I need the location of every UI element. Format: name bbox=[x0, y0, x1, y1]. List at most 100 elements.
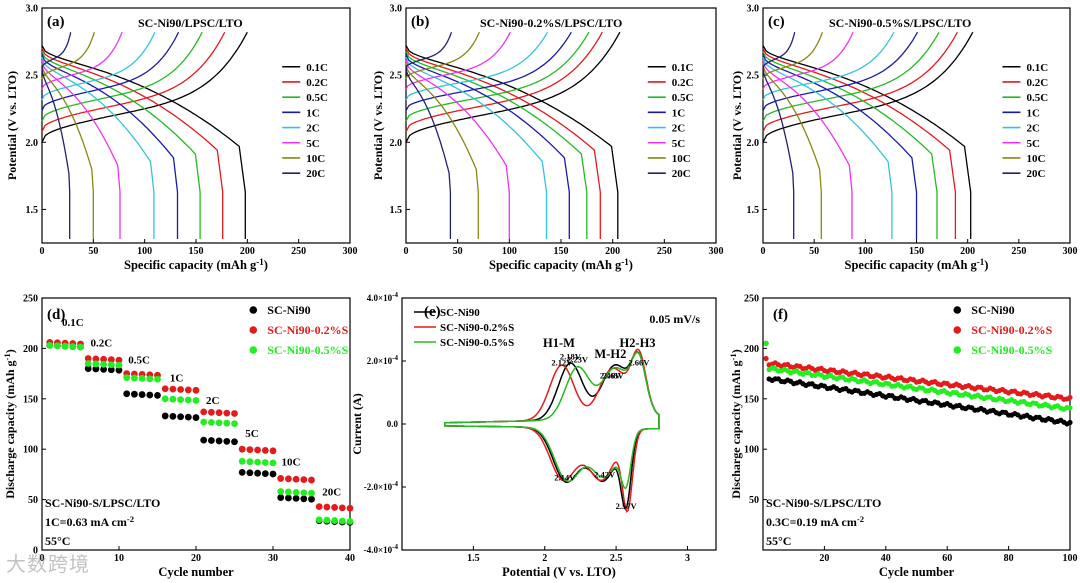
charge-curve-1C bbox=[405, 31, 572, 111]
data-point bbox=[277, 494, 285, 501]
watermark-text: 大数跨境 bbox=[6, 552, 90, 576]
data-point bbox=[92, 365, 100, 373]
y-tick-label: 2.0×10-4 bbox=[367, 354, 399, 366]
data-point bbox=[300, 495, 308, 503]
data-point bbox=[69, 343, 77, 350]
phase-label: H2-H3 bbox=[619, 336, 655, 350]
data-point bbox=[308, 476, 315, 484]
y-tick-label: 100 bbox=[744, 445, 759, 456]
legend-label: SC-Ni90-0.5%S bbox=[267, 343, 348, 357]
x-axis-label: Cycle number bbox=[158, 565, 234, 579]
data-point bbox=[331, 504, 338, 511]
data-point bbox=[146, 375, 154, 383]
discharge-curve-0.5C bbox=[405, 51, 588, 239]
legend-label: 0.1C bbox=[672, 62, 694, 74]
charge-curve-0.1C bbox=[762, 31, 974, 143]
y-tick-label: 2.5 bbox=[390, 71, 403, 82]
legend-label: 10C bbox=[306, 153, 325, 165]
y-tick-label: 2.0 bbox=[390, 138, 403, 149]
data-point bbox=[177, 413, 185, 421]
x-tick-label: 40 bbox=[345, 553, 355, 564]
data-point bbox=[161, 395, 169, 403]
y-axis-label: Potential (V vs. LTO) bbox=[730, 71, 744, 180]
data-point bbox=[323, 503, 331, 511]
data-point bbox=[107, 356, 115, 364]
rate-label: 5C bbox=[245, 428, 259, 440]
data-point bbox=[223, 409, 231, 417]
data-point bbox=[308, 489, 315, 497]
legend-label: SC-Ni90-0.2%S bbox=[971, 323, 1052, 337]
y-tick-label: 1.5 bbox=[26, 205, 39, 216]
data-point bbox=[269, 447, 277, 455]
data-point bbox=[1067, 419, 1073, 426]
voltage-profile-panel: 0 50 100 150 200 250 300 1.5 2.0 2.5 3.0 Specific c… bbox=[5, 4, 358, 273]
plot-frame bbox=[405, 7, 717, 244]
data-point bbox=[315, 516, 323, 524]
rate-label: 0.1C bbox=[62, 317, 84, 329]
data-point bbox=[215, 419, 223, 427]
y-axis-label: Discharge capacity (mAh g-1) bbox=[728, 349, 743, 499]
chart-title: SC-Ni90/LPSC/LTO bbox=[138, 16, 243, 30]
data-point bbox=[107, 366, 115, 374]
data-point bbox=[763, 340, 769, 346]
data-point bbox=[246, 458, 254, 466]
chart-title: SC-Ni90-0.2%S/LPSC/LTO bbox=[480, 16, 622, 30]
rate-label: 2C bbox=[206, 395, 220, 407]
discharge-curve-0.5C bbox=[762, 51, 938, 239]
charge-curve-0.2C bbox=[405, 31, 603, 133]
panel-label: (e) bbox=[424, 304, 441, 320]
data-point bbox=[115, 361, 123, 369]
data-point bbox=[269, 470, 277, 478]
y-tick-label: 250 bbox=[744, 294, 759, 305]
scan-rate-label: 0.05 mV/s bbox=[649, 312, 700, 326]
data-point bbox=[115, 356, 123, 364]
data-point bbox=[323, 516, 331, 524]
charge-curve-10C bbox=[405, 31, 480, 80]
legend-label: 0.5C bbox=[306, 92, 328, 104]
data-point bbox=[277, 475, 285, 482]
x-tick-label: 20 bbox=[819, 553, 829, 564]
legend-label: 10C bbox=[1026, 153, 1045, 165]
x-tick-label: 150 bbox=[189, 246, 204, 257]
data-point bbox=[84, 355, 92, 362]
y-tick-label: 1.5 bbox=[747, 205, 760, 216]
peak-label: 2.42V bbox=[594, 470, 616, 480]
discharge-curve-0.2C bbox=[41, 48, 224, 239]
data-point bbox=[161, 385, 169, 393]
x-axis-label: Specific capacity (mAh g-1) bbox=[845, 257, 989, 272]
discharge-curve-10C bbox=[762, 62, 822, 239]
y-axis-label: Current (A) bbox=[350, 393, 364, 454]
peak-label: 2.57V bbox=[616, 501, 638, 511]
data-point bbox=[107, 361, 115, 369]
x-tick-label: 150 bbox=[554, 246, 569, 257]
y-tick-label: -2.0×10-4 bbox=[364, 480, 399, 492]
data-point bbox=[315, 503, 323, 511]
x-tick-label: 100 bbox=[858, 246, 873, 257]
y-tick-label: 2.5 bbox=[26, 71, 39, 82]
discharge-curve-2C bbox=[41, 56, 155, 239]
x-tick-label: 200 bbox=[960, 246, 975, 257]
charge-curve-20C bbox=[762, 32, 796, 69]
data-point bbox=[115, 366, 123, 374]
peak-label: 2.18V bbox=[560, 351, 582, 361]
data-point bbox=[246, 446, 254, 454]
y-axis-label: Potential (V vs. LTO) bbox=[371, 71, 385, 180]
discharge-curve-1C bbox=[405, 53, 570, 239]
peak-label: 2.14V bbox=[554, 473, 576, 483]
data-point bbox=[177, 386, 185, 393]
data-point bbox=[208, 437, 215, 444]
x-tick-label: 80 bbox=[1004, 553, 1014, 564]
data-point bbox=[231, 410, 238, 417]
data-point bbox=[200, 408, 208, 416]
legend-label: SC-Ni90 bbox=[267, 303, 310, 317]
x-axis-label: Potential (V vs. LTO) bbox=[502, 565, 616, 579]
data-point bbox=[300, 476, 308, 484]
discharge-curve-0.5C bbox=[41, 51, 201, 239]
y-tick-label: 3.0 bbox=[26, 4, 39, 15]
y-tick-label: 2.0 bbox=[26, 138, 39, 149]
data-point bbox=[61, 342, 69, 350]
y-tick-label: 250 bbox=[23, 294, 38, 305]
charge-curve-2C bbox=[41, 31, 156, 101]
x-axis-label: Specific capacity (mAh g-1) bbox=[124, 257, 268, 272]
